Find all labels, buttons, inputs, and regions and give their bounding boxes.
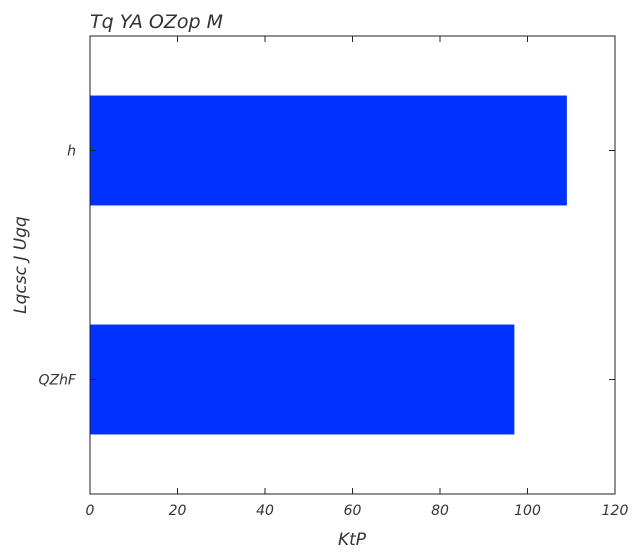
x-tick-label: 120 xyxy=(602,503,629,519)
y-tick-label: QZhF xyxy=(38,373,76,389)
x-axis-label: KtP xyxy=(338,530,367,550)
bar-h xyxy=(90,95,567,206)
x-tick-label: 40 xyxy=(256,503,274,519)
x-tick-label: 80 xyxy=(431,503,449,519)
x-tick-label: 60 xyxy=(344,503,362,519)
x-tick-label: 100 xyxy=(514,503,541,519)
bars-group xyxy=(90,95,567,435)
x-tick-label: 20 xyxy=(169,503,187,519)
x-tick-label: 0 xyxy=(86,503,95,519)
y-axis: QZhF h xyxy=(38,144,615,389)
x-axis: 0 20 40 60 80 100 120 xyxy=(86,36,629,519)
y-axis-label: Lqcsc J Ugq xyxy=(11,216,31,314)
bar-QZhF xyxy=(90,324,515,435)
y-tick-label: h xyxy=(67,144,76,160)
chart-title: Tq YA OZop M xyxy=(90,11,223,33)
